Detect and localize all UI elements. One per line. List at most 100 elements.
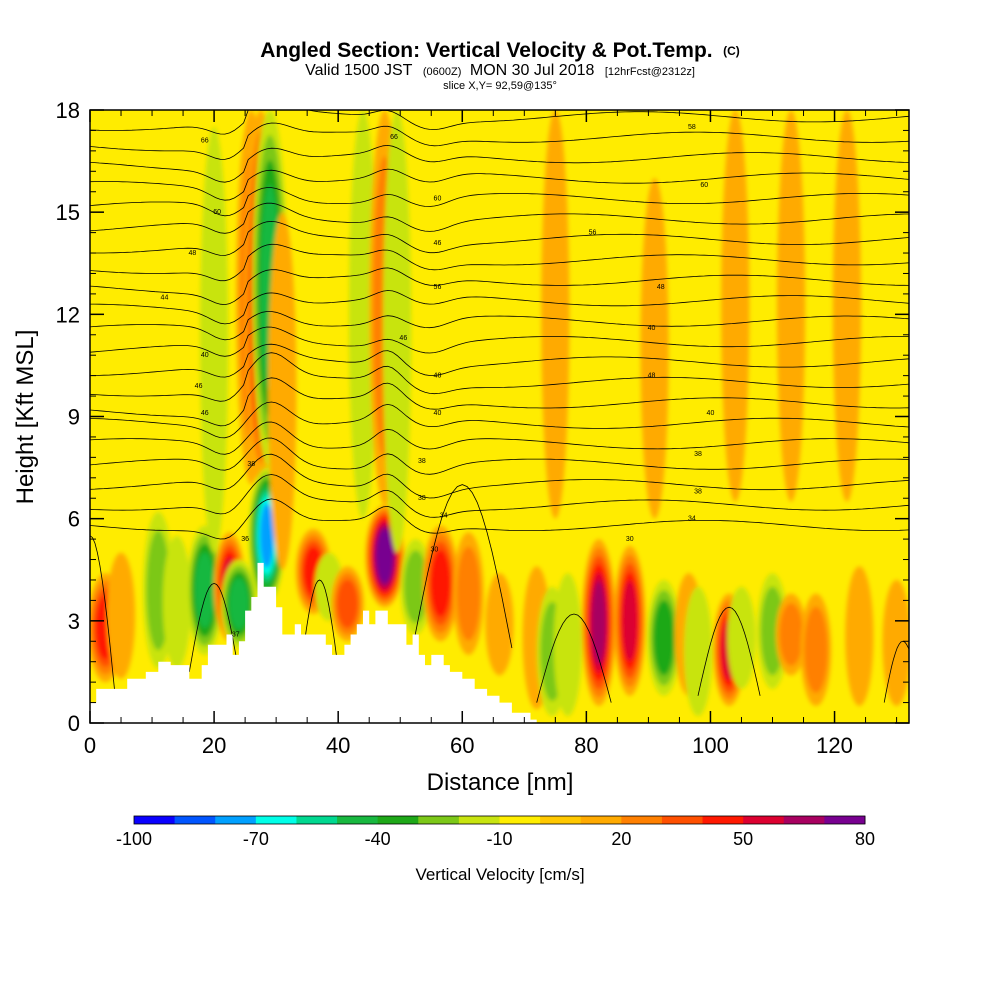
velocity-cell	[653, 600, 675, 676]
x-tick-label: 100	[692, 733, 729, 758]
velocity-cell	[456, 546, 481, 641]
isentrope-label: 48	[188, 250, 196, 257]
colorbar-swatch	[296, 816, 338, 824]
isentrope-label: 38	[247, 461, 255, 468]
colorbar-tick-label: 50	[733, 829, 753, 849]
isentrope-line	[412, 484, 513, 649]
velocity-cell	[683, 586, 713, 717]
colorbar-swatch	[580, 816, 622, 824]
colorbar-swatch	[621, 816, 663, 824]
velocity-cell	[194, 552, 215, 628]
isentrope-label: 34	[688, 516, 696, 523]
colorbar-swatch	[661, 816, 704, 824]
isentrope-label: 56	[434, 284, 442, 291]
isentrope-line	[697, 606, 761, 696]
velocity-cell	[721, 110, 750, 502]
isentrope-label: 46	[434, 240, 442, 247]
velocity-cell	[336, 579, 359, 629]
isentrope-label: 66	[201, 138, 209, 145]
isentrope-line	[90, 243, 909, 282]
isentrope-line	[90, 220, 909, 256]
velocity-cell	[485, 573, 514, 676]
colorbar-swatch	[499, 816, 541, 824]
velocity-cell	[382, 110, 412, 553]
isentrope-labels: 66 66 58 60 60 60 56 46 48 56 48 44 46 40 40 48 48 46 46 40…	[161, 124, 715, 638]
isentrope-label: 48	[648, 373, 656, 380]
subtitle-valid: Valid 1500 JST	[305, 62, 413, 79]
isentrope-line	[90, 326, 909, 357]
x-tick-label: 60	[450, 733, 474, 758]
isentrope-label: 60	[700, 182, 708, 189]
isentrope-line	[90, 267, 909, 306]
colorbar-swatch	[824, 816, 866, 824]
velocity-cell	[541, 110, 570, 519]
isentrope-label: 58	[688, 124, 696, 131]
velocity-cell	[377, 532, 392, 580]
colorbar-tick-label: 80	[855, 829, 875, 849]
x-tick-label: 40	[326, 733, 350, 758]
subtitle-date: MON 30 Jul 2018	[470, 62, 595, 79]
isentrope-line	[90, 352, 909, 402]
isentrope-label: 46	[201, 410, 209, 417]
x-tick-label: 0	[84, 733, 96, 758]
isentrope-line	[90, 474, 909, 518]
terrain	[90, 562, 537, 723]
chart-title: Angled Section: Vertical Velocity & Pot.…	[260, 39, 740, 62]
colorbar-swatch	[134, 816, 176, 824]
isentrope-line	[90, 122, 909, 160]
colorbar-swatch	[174, 816, 216, 824]
isentrope-line	[90, 421, 909, 455]
velocity-cell	[845, 566, 874, 706]
isentrope-line	[536, 613, 612, 703]
isentrope-label: 34	[440, 512, 448, 519]
isentrope-line	[188, 582, 240, 672]
isentrope-line	[90, 144, 909, 183]
isentrope-label: 38	[694, 488, 702, 495]
x-axis-label: Distance [nm]	[427, 769, 574, 796]
chart-title-mark: (C)	[723, 44, 740, 58]
colorbar-tick-label: -10	[486, 829, 512, 849]
colorbar-swatch	[377, 816, 419, 824]
colorbar-swatch	[702, 816, 744, 824]
velocity-cell	[259, 503, 274, 569]
velocity-cell	[430, 549, 451, 617]
isentrope-line	[90, 311, 909, 341]
y-tick-label: 3	[68, 609, 80, 634]
colorbar-title: Vertical Velocity [cm/s]	[415, 865, 584, 884]
velocity-cell	[832, 110, 862, 502]
isentrope-line	[90, 187, 909, 217]
colorbar-swatch	[540, 816, 582, 824]
velocity-cell	[640, 178, 669, 519]
colorbar-swatch	[418, 816, 460, 824]
isentrope-line	[90, 202, 909, 234]
isentrope-label: 40	[434, 410, 442, 417]
isentrope-line	[90, 168, 909, 201]
isentrope-line	[90, 110, 909, 135]
colorbar: -100 -70 -40 -10 20 50 80 Vertical Velocity [c…	[116, 815, 875, 884]
y-tick-label: 18	[56, 98, 80, 123]
chart-title-main: Angled Section: Vertical Velocity & Pot.…	[260, 39, 712, 62]
isentrope-label: 40	[707, 410, 715, 417]
isentrope-line	[90, 401, 909, 439]
isentrope-label: 30	[430, 546, 438, 553]
velocity-cell	[553, 573, 582, 717]
isentrope-label: 48	[657, 284, 665, 291]
velocity-cell	[882, 579, 909, 706]
velocity-cell	[268, 212, 297, 570]
y-axis-label: Height [Kft MSL]	[12, 330, 39, 505]
velocity-cell	[199, 127, 229, 553]
vertical-velocity-field	[90, 110, 909, 717]
velocity-cell	[348, 110, 378, 519]
isentrope-line	[90, 377, 909, 427]
colorbar-tick-label: -40	[365, 829, 391, 849]
colorbar-swatch	[783, 816, 825, 824]
colorbar-labels: -100 -70 -40 -10 20 50 80	[116, 829, 875, 849]
isentrope-label: 46	[195, 383, 203, 390]
isentrope-label: 60	[434, 196, 442, 203]
isentrope-label: 40	[201, 352, 209, 359]
isentrope-contours	[90, 110, 909, 703]
y-tick-label: 15	[56, 200, 80, 225]
isentrope-label: 44	[161, 294, 169, 301]
isentrope-line	[90, 535, 116, 693]
